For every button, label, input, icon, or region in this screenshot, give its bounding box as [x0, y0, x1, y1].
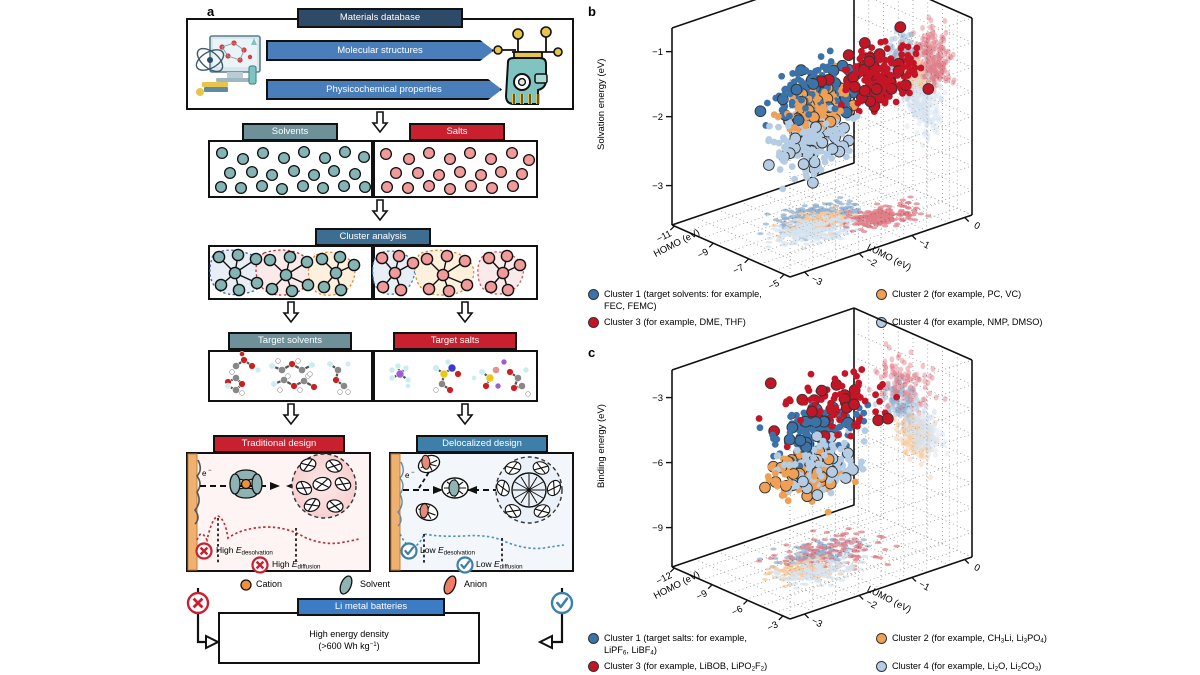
- svg-text:−2: −2: [864, 597, 879, 612]
- cluster-analysis-header: Cluster analysis: [315, 228, 431, 246]
- cluster1-marker: [588, 289, 599, 300]
- svg-text:−6: −6: [730, 604, 745, 619]
- delocalized-design-illustration: e −: [390, 453, 565, 574]
- cluster3-label: Cluster 3 (for example, DME, THF): [604, 317, 746, 327]
- cluster1-label-line1: Cluster 1 (target salts: for example,: [604, 633, 747, 643]
- flow-arrow-down-5: [282, 403, 300, 426]
- cluster1-marker: [588, 633, 599, 644]
- materials-database-header: Materials database: [297, 8, 463, 28]
- cluster4-label: Cluster 4 (for example, NMP, DMSO): [892, 317, 1043, 327]
- svg-text:−9: −9: [695, 588, 710, 603]
- panel-b-letter: b: [588, 4, 596, 19]
- cluster1-label-line1: Cluster 1 (target solvents: for example,: [604, 289, 762, 299]
- cluster-graph-solvents: [209, 248, 361, 298]
- legend-item-cluster4: Cluster 4 (for example, NMP, DMSO): [876, 316, 1042, 328]
- svg-text:−: −: [208, 468, 212, 474]
- panel-b-3d-scatter: −1 −2 −3 −11 −9 −7 −5 −3 −2 −1 0: [600, 0, 1000, 293]
- svg-text:−3: −3: [652, 181, 663, 192]
- svg-text:−1: −1: [917, 237, 932, 252]
- legend-item-cluster4: Cluster 4 (for example, Li2O, Li2CO3): [876, 660, 1041, 674]
- cluster3-marker: [588, 317, 599, 328]
- legend-item-cluster3: Cluster 3 (for example, LiBOB, LiPO2F2): [588, 660, 767, 674]
- solvent-particles: [214, 145, 372, 196]
- svg-text:−1: −1: [652, 47, 663, 58]
- svg-text:−6: −6: [652, 458, 663, 469]
- target-solvents-header: Target solvents: [228, 332, 352, 350]
- traditional-design-illustration: e −: [187, 453, 360, 574]
- species-legend-icons: [240, 575, 457, 595]
- traditional-desolvation-label: High Edesolvation: [216, 545, 273, 557]
- cluster3-label: Cluster 3 (for example, LiBOB, LiPO2F2): [604, 661, 768, 673]
- flow-arrow-down-4: [456, 301, 474, 324]
- flow-arrow-down-3: [282, 301, 300, 324]
- solvents-header: Solvents: [242, 123, 338, 141]
- physicochemical-properties-arrow: Physicochemical properties: [266, 79, 502, 100]
- svg-text:−3: −3: [652, 393, 663, 404]
- svg-text:e: e: [405, 471, 410, 480]
- flow-arrow-down-1: [371, 111, 389, 134]
- cluster2-marker: [876, 289, 887, 300]
- legend-item-cluster1: Cluster 1 (target solvents: for example,…: [588, 288, 858, 313]
- cluster3-marker: [588, 661, 599, 672]
- svg-text:−9: −9: [696, 247, 711, 262]
- salt-particles: [379, 146, 536, 196]
- cluster4-marker: [876, 661, 887, 672]
- flow-arrow-down-6: [456, 403, 474, 426]
- molecular-structures-arrow: Molecular structures: [266, 40, 494, 61]
- traditional-design-header: Traditional design: [213, 435, 345, 453]
- cluster1-label-line2: LiPF6, LiBF4): [604, 645, 657, 657]
- panel-c-3d-scatter: −3 −6 −9 −12 −9 −6 −3 −3 −2 −1 0: [600, 307, 1000, 634]
- cluster1-label-line2: FEC, FEMC): [604, 301, 657, 312]
- delocalized-desolvation-label: Low Edesolvation: [420, 545, 475, 557]
- svg-text:−1: −1: [917, 579, 932, 594]
- energy-density-line2: (>600 Wh kg−1): [318, 641, 380, 652]
- svg-text:e: e: [202, 469, 207, 478]
- legend-anion-label: Anion: [464, 579, 488, 589]
- svg-text:−7: −7: [731, 262, 746, 277]
- computer-illustration: [195, 35, 261, 96]
- panel-b-zaxis-label: Solvation energy (eV): [596, 58, 607, 150]
- cluster2-marker: [876, 633, 887, 644]
- legend-cation-label: Cation: [256, 579, 283, 589]
- energy-density-text: High energy density (>600 Wh kg−1): [218, 628, 480, 652]
- legend-item-cluster2: Cluster 2 (for example, PC, VC): [876, 288, 1021, 300]
- target-salts-header: Target salts: [393, 332, 517, 350]
- svg-text:−2: −2: [652, 112, 663, 123]
- robot-head-icon: [493, 26, 563, 105]
- legend-solvent-label: Solvent: [360, 579, 391, 589]
- svg-text:−5: −5: [767, 278, 782, 293]
- legend-item-cluster2: Cluster 2 (for example, CH3Li, Li3PO4): [876, 632, 1047, 646]
- flow-arrow-down-2: [371, 199, 389, 222]
- cluster-graph-salts: [372, 249, 527, 298]
- svg-text:−3: −3: [765, 619, 780, 634]
- cluster2-label: Cluster 2 (for example, CH3Li, Li3PO4): [892, 633, 1047, 645]
- energy-density-line1: High energy density: [309, 629, 389, 639]
- delocalized-design-header: Delocalized design: [416, 435, 548, 453]
- svg-text:−3: −3: [809, 615, 824, 630]
- svg-text:−3: −3: [809, 273, 824, 288]
- salt-molecules-illustration: [388, 358, 531, 397]
- svg-text:−2: −2: [864, 255, 879, 270]
- panel-a-letter: a: [207, 4, 215, 19]
- bottom-connector-arrows: [186, 588, 574, 650]
- workflow-diagram: Materials database Molecular structur: [180, 0, 580, 675]
- li-metal-batteries-header: Li metal batteries: [297, 598, 445, 616]
- svg-text:0: 0: [972, 562, 982, 574]
- svg-text:0: 0: [972, 220, 982, 232]
- delocalized-diffusion-label: Low Ediffusion: [476, 559, 523, 571]
- svg-text:−: −: [411, 470, 415, 476]
- cluster2-label: Cluster 2 (for example, PC, VC): [892, 289, 1022, 299]
- traditional-diffusion-label: High Ediffusion: [272, 559, 321, 571]
- cluster4-label: Cluster 4 (for example, Li2O, Li2CO3): [892, 661, 1042, 673]
- solvent-molecules-illustration: [224, 351, 352, 396]
- svg-text:−9: −9: [652, 523, 663, 534]
- salts-header: Salts: [409, 123, 505, 141]
- legend-item-cluster3: Cluster 3 (for example, DME, THF): [588, 316, 746, 328]
- legend-item-cluster1: Cluster 1 (target salts: for example, Li…: [588, 632, 858, 658]
- panel-c-letter: c: [588, 345, 596, 360]
- panel-c-zaxis-label: Binding energy (eV): [596, 404, 607, 488]
